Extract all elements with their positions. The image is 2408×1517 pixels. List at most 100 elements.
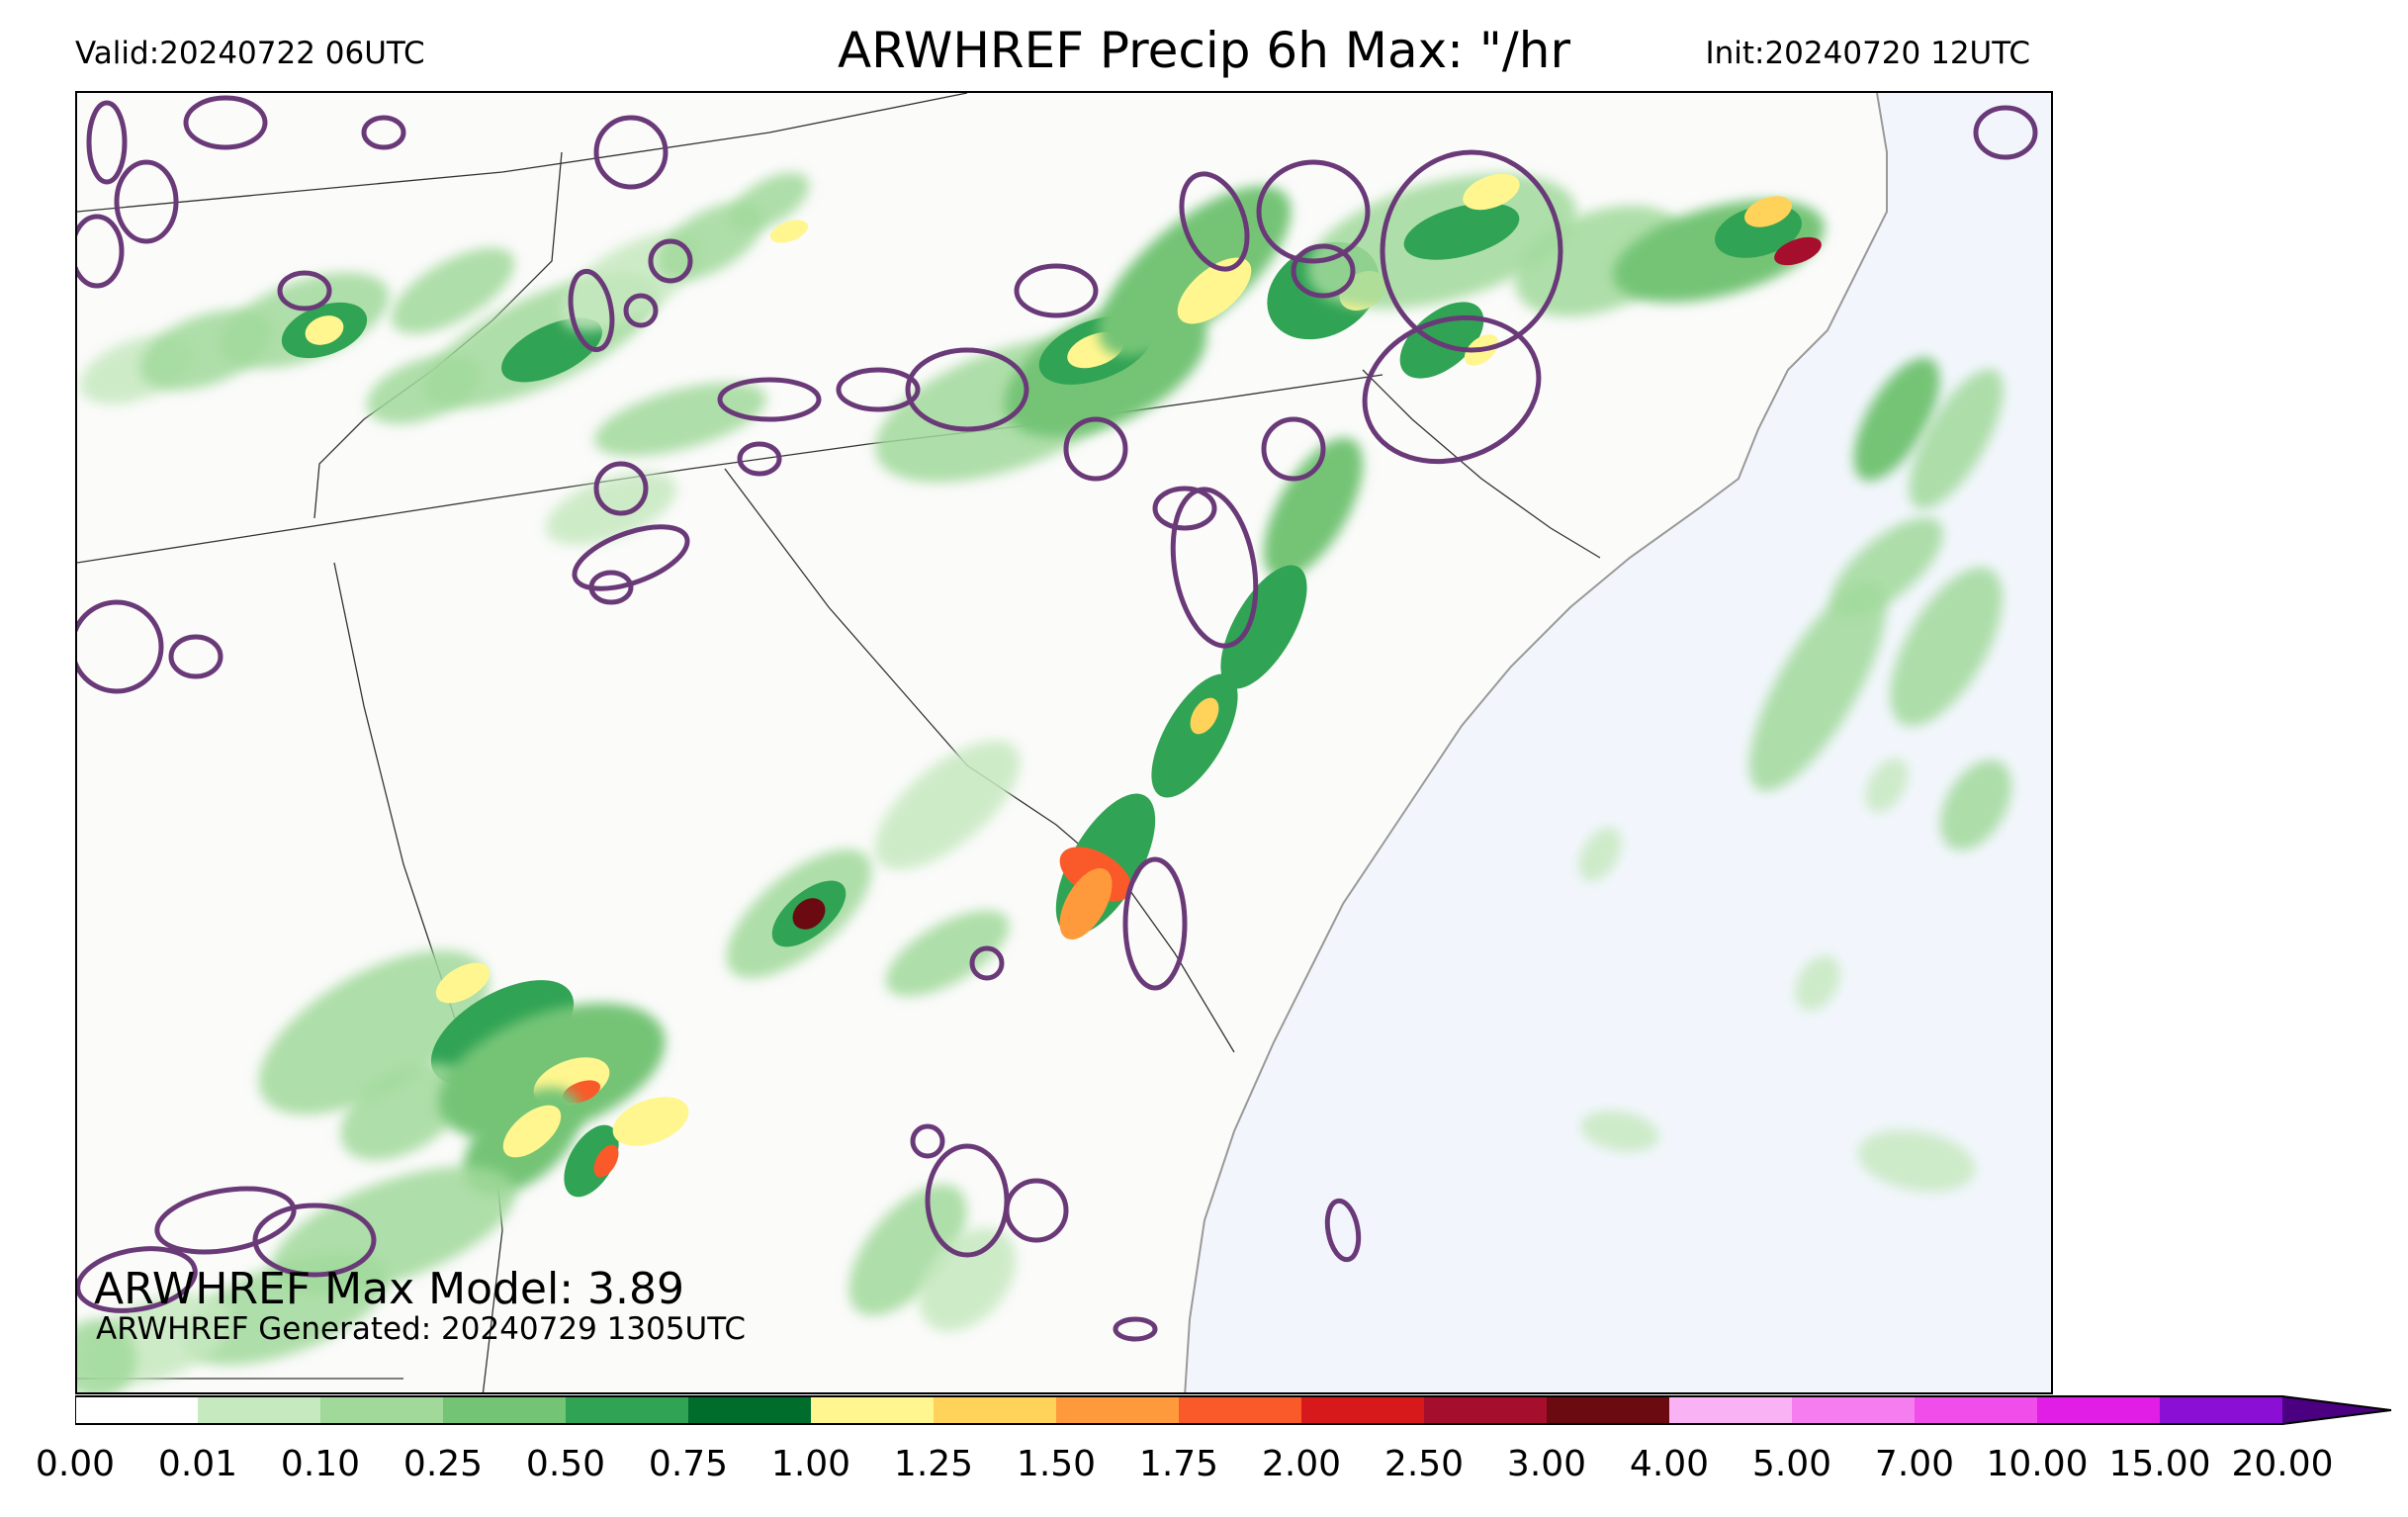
precip-cell — [258, 949, 490, 1115]
precip-cell — [885, 910, 1010, 997]
contour-ring — [1362, 314, 1542, 465]
precip-cell — [1748, 581, 1887, 791]
precip-cell — [77, 1319, 136, 1392]
precip-cell — [1578, 827, 1622, 882]
contour-ring — [568, 268, 615, 353]
colorbar-tick-label: 10.00 — [1986, 1444, 2089, 1484]
colorbar-segment — [75, 1396, 199, 1424]
contour-ring — [168, 634, 223, 679]
contour-ring — [361, 115, 406, 150]
init-time-label: Init:20240720 12UTC — [1705, 36, 2030, 71]
contour-ring — [572, 524, 690, 591]
contour-ring — [1973, 105, 2038, 160]
colorbar-segment — [1915, 1396, 2038, 1424]
precip-cell — [1098, 185, 1292, 357]
contour-ring — [1063, 416, 1128, 482]
valid-time-label: Valid:20240722 06UTC — [75, 36, 425, 71]
contour-ring — [86, 100, 128, 185]
precip-cell — [1744, 196, 1792, 227]
contour-ring — [969, 945, 1005, 981]
precip-cell — [435, 962, 491, 1004]
precip-cell — [305, 315, 344, 345]
colorbar-tick-label: 0.00 — [35, 1444, 116, 1484]
colorbar-tick-label: 0.10 — [280, 1444, 361, 1484]
colorbar-segment — [1424, 1396, 1548, 1424]
colorbar-segment — [934, 1396, 1057, 1424]
precip-cell — [1403, 203, 1520, 260]
precip-cell — [1263, 437, 1364, 580]
precip-cell — [1795, 955, 1840, 1011]
contour-ring — [836, 367, 921, 412]
colorbar-tick-label: 15.00 — [2108, 1444, 2211, 1484]
contour-ring — [77, 599, 164, 694]
precip-cell — [1399, 302, 1484, 379]
contour-ring — [252, 1203, 377, 1278]
colorbar-tick-label: 5.00 — [1751, 1444, 1832, 1484]
precip-cell — [769, 220, 809, 243]
precip-cell — [1190, 697, 1219, 735]
colorbar-outline — [75, 1395, 2392, 1425]
colorbar-segment — [1056, 1396, 1180, 1424]
contour-ring — [1261, 416, 1326, 482]
contour-ring — [910, 1123, 945, 1159]
precip-cell — [593, 1144, 619, 1178]
colorbar-segment — [443, 1396, 567, 1424]
colorbar-tick-label: 1.50 — [1016, 1444, 1097, 1484]
colorbar-tick-label: 7.00 — [1874, 1444, 1955, 1484]
colorbar-extend-arrow — [2282, 1396, 2391, 1424]
contour-ring — [905, 347, 1029, 432]
precip-cell — [1939, 759, 2012, 850]
precip-cell — [1853, 357, 1940, 482]
contour-ring — [77, 1246, 198, 1313]
contour-ring — [1179, 171, 1250, 272]
precip-cell — [874, 740, 1021, 870]
coastline — [1184, 93, 1888, 1392]
colorbar-tick-label: 1.75 — [1138, 1444, 1219, 1484]
threshold-contours — [77, 95, 2038, 1342]
colorbar-segment — [320, 1396, 444, 1424]
contour-ring — [1113, 1316, 1158, 1342]
contour-ring — [114, 159, 179, 244]
precip-cell — [1220, 565, 1307, 689]
precip-cell — [792, 898, 826, 930]
contour-ring — [1256, 159, 1371, 264]
precip-cell — [564, 1124, 619, 1198]
colorbar-tick-label: 3.00 — [1506, 1444, 1587, 1484]
colorbar-tick-label: 0.50 — [525, 1444, 606, 1484]
contour-ring — [737, 441, 782, 477]
colorbar-segment — [1547, 1396, 1670, 1424]
colorbar-segment — [1792, 1396, 1916, 1424]
colorbar-segment — [198, 1396, 321, 1424]
precip-cell — [1059, 867, 1113, 940]
contour-ring — [1004, 1178, 1069, 1243]
contour-ring — [1291, 243, 1356, 299]
precip-map — [77, 93, 2051, 1392]
contour-ring — [593, 115, 669, 190]
colorbar-segment — [811, 1396, 935, 1424]
precip-cell — [593, 382, 767, 457]
precip-cell — [729, 172, 810, 231]
precip-cell — [181, 1253, 389, 1366]
colorbar-segment — [1669, 1396, 1793, 1424]
precipitation-field — [77, 172, 2012, 1392]
colorbar-tick-label: 0.01 — [157, 1444, 238, 1484]
colorbar-segment — [566, 1396, 689, 1424]
colorbar-tick-label: 0.25 — [402, 1444, 484, 1484]
precip-cell — [1580, 1111, 1659, 1152]
contour-ring — [623, 293, 659, 328]
contour-ring — [183, 95, 268, 150]
precip-cell — [1909, 369, 2004, 509]
atlantic-ocean — [1185, 93, 2051, 1392]
contour-ring — [1122, 856, 1188, 991]
precip-cell — [1463, 173, 1520, 211]
colorbar — [75, 1395, 2392, 1425]
precip-cell — [1857, 1129, 1976, 1193]
contour-ring — [593, 461, 649, 516]
colorbar-tick-label: 4.00 — [1629, 1444, 1710, 1484]
precip-cell — [1774, 236, 1822, 266]
contour-ring — [648, 238, 693, 284]
precip-cell — [1177, 257, 1252, 324]
precip-cell — [1865, 758, 1909, 813]
colorbar-tick-label: 1.25 — [893, 1444, 974, 1484]
contour-ring — [717, 377, 822, 422]
